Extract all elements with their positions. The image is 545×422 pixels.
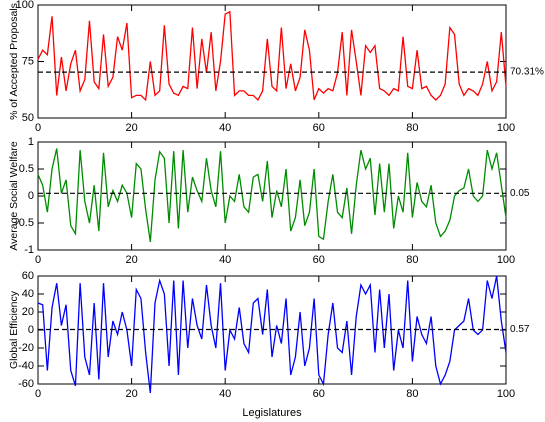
x-tick-label: 20 — [125, 122, 137, 134]
y-tick-label: 60 — [22, 270, 34, 282]
y-tick-label: 0.5 — [19, 163, 34, 175]
data-line — [37, 275, 507, 394]
reference-label: 70.31% — [510, 67, 544, 78]
x-tick-label: 60 — [313, 388, 325, 400]
reference-label: 0.05 — [510, 188, 530, 199]
x-tick-label: 0 — [35, 122, 41, 134]
plot-frame — [37, 4, 507, 119]
x-axis-label: Legislatures — [242, 407, 302, 419]
y-tick-label: -0.5 — [15, 217, 34, 229]
y-tick-label: 20 — [22, 306, 34, 318]
y-axis-label: Global Efficiency — [8, 290, 20, 369]
x-tick-label: 0 — [35, 388, 41, 400]
y-tick-label: 100 — [16, 0, 34, 11]
y-tick-label: 75 — [22, 55, 34, 67]
x-tick-label: 80 — [406, 254, 418, 266]
y-tick-label: -1 — [24, 244, 34, 256]
x-tick-label: 100 — [497, 122, 515, 134]
x-tick-label: 100 — [497, 254, 515, 266]
x-tick-label: 80 — [406, 122, 418, 134]
x-tick-label: 40 — [219, 254, 231, 266]
plot-frame — [37, 141, 507, 251]
x-tick-label: 40 — [219, 122, 231, 134]
x-tick-label: 100 — [497, 388, 515, 400]
y-tick-label: 0 — [28, 324, 34, 336]
y-tick-label: 0 — [28, 190, 34, 202]
reference-label: 0.57 — [510, 324, 530, 335]
x-tick-label: 60 — [313, 254, 325, 266]
x-tick-label: 60 — [313, 122, 325, 134]
data-line — [37, 148, 507, 242]
y-tick-label: 50 — [22, 112, 34, 124]
x-tick-label: 80 — [406, 388, 418, 400]
y-tick-label: 40 — [22, 288, 34, 300]
x-tick-label: 20 — [125, 388, 137, 400]
x-tick-label: 20 — [125, 254, 137, 266]
x-tick-label: 40 — [219, 388, 231, 400]
y-axis-label: % of Accepted Proposals — [8, 3, 20, 120]
data-line — [37, 10, 507, 102]
y-tick-label: -20 — [18, 342, 34, 354]
y-axis-label: Average Social Welfare — [8, 141, 20, 250]
x-tick-label: 0 — [35, 254, 41, 266]
y-tick-label: 1 — [28, 136, 34, 148]
y-tick-label: -60 — [18, 378, 34, 390]
y-tick-label: -40 — [18, 360, 34, 372]
